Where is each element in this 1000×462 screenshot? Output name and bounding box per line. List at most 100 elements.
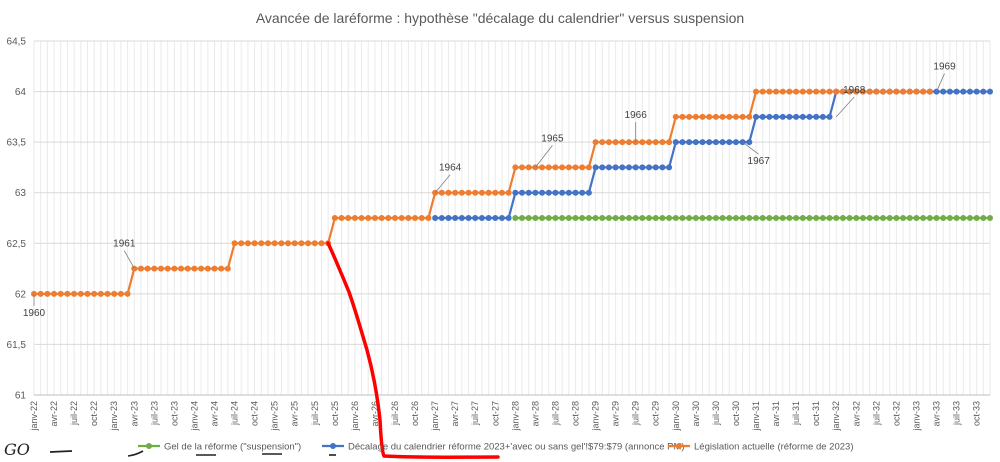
data-point: [753, 215, 760, 221]
data-point: [659, 139, 666, 146]
data-point: [539, 189, 546, 196]
data-point: [639, 139, 646, 146]
data-point: [786, 215, 793, 221]
chart-title: Avancée de laréforme : hypothèse "décala…: [256, 10, 744, 26]
annotation-label: 1960: [23, 308, 46, 319]
annotation-leader: [535, 145, 553, 168]
data-point: [746, 113, 753, 120]
data-point: [659, 215, 666, 221]
data-point: [552, 189, 559, 196]
data-point: [639, 215, 646, 221]
data-point: [732, 139, 739, 146]
data-point: [478, 189, 485, 196]
handwritten-note: GO: [4, 440, 30, 459]
data-point: [492, 215, 499, 221]
data-point: [405, 215, 412, 221]
data-point: [498, 215, 505, 221]
data-point: [438, 189, 445, 196]
legend: Gel de la réforme ("suspension") Décalage…: [138, 442, 853, 453]
annotation-leader: [936, 73, 945, 92]
data-point: [953, 88, 960, 95]
data-point: [739, 215, 746, 221]
y-tick-label: 62: [15, 289, 27, 300]
data-point: [826, 88, 833, 95]
x-tick-label: juil-22: [69, 401, 79, 426]
data-point: [973, 215, 980, 221]
y-tick-label: 61,5: [7, 340, 27, 351]
data-point: [472, 189, 479, 196]
legend-item-0: Gel de la réforme ("suspension"): [138, 442, 301, 453]
x-tick-label: juil-33: [952, 401, 962, 426]
data-point: [37, 290, 44, 297]
data-point: [565, 164, 572, 171]
data-point: [231, 240, 238, 247]
data-point: [699, 113, 706, 120]
data-point: [358, 215, 365, 221]
x-tick-label: oct-24: [250, 401, 260, 426]
data-point: [666, 215, 673, 221]
data-point: [111, 290, 118, 297]
data-point: [753, 113, 760, 120]
x-tick-label: avr-25: [290, 401, 300, 427]
data-point: [779, 88, 786, 95]
data-point: [933, 215, 940, 221]
data-point: [906, 88, 913, 95]
data-point: [686, 215, 693, 221]
data-point: [51, 290, 58, 297]
data-point: [371, 215, 378, 221]
data-point: [204, 265, 211, 272]
series-2: [31, 88, 933, 297]
x-tick-label: janv-25: [270, 401, 280, 432]
series-0: [512, 215, 993, 221]
data-point: [719, 113, 726, 120]
data-point: [886, 88, 893, 95]
data-point: [786, 88, 793, 95]
data-point: [632, 215, 639, 221]
data-point: [385, 215, 392, 221]
data-point: [97, 290, 104, 297]
data-point: [773, 113, 780, 120]
x-tick-label: avr-27: [450, 401, 460, 427]
data-point: [311, 240, 318, 247]
data-point: [646, 164, 653, 171]
data-point: [224, 265, 231, 272]
x-tick-label: janv-22: [29, 401, 39, 432]
data-point: [726, 139, 733, 146]
x-tick-label: avr-23: [129, 401, 139, 427]
annotation-label: 1967: [748, 156, 771, 167]
x-tick-label: avr-26: [370, 401, 380, 427]
data-point: [612, 164, 619, 171]
data-point: [572, 164, 579, 171]
data-point: [699, 215, 706, 221]
data-point: [712, 113, 719, 120]
data-point: [151, 265, 158, 272]
data-point: [171, 265, 178, 272]
data-point: [913, 88, 920, 95]
data-point: [505, 189, 512, 196]
data-point: [866, 215, 873, 221]
data-point: [599, 164, 606, 171]
data-point: [392, 215, 399, 221]
data-point: [746, 139, 753, 146]
data-point: [786, 113, 793, 120]
data-point: [425, 215, 432, 221]
data-point: [793, 215, 800, 221]
data-point: [726, 113, 733, 120]
data-point: [766, 113, 773, 120]
x-tick-label: juil-29: [631, 401, 641, 426]
data-point: [612, 215, 619, 221]
data-point: [338, 215, 345, 221]
data-point: [271, 240, 278, 247]
x-tick-label: oct-32: [891, 401, 901, 426]
data-point: [605, 139, 612, 146]
annotation-1967: 1967: [742, 141, 771, 167]
data-point: [91, 290, 98, 297]
x-tick-label: oct-31: [811, 401, 821, 426]
data-point: [686, 139, 693, 146]
data-point: [191, 265, 198, 272]
data-point: [819, 215, 826, 221]
data-point: [953, 215, 960, 221]
data-point: [779, 215, 786, 221]
data-point: [940, 88, 947, 95]
data-point: [244, 240, 251, 247]
